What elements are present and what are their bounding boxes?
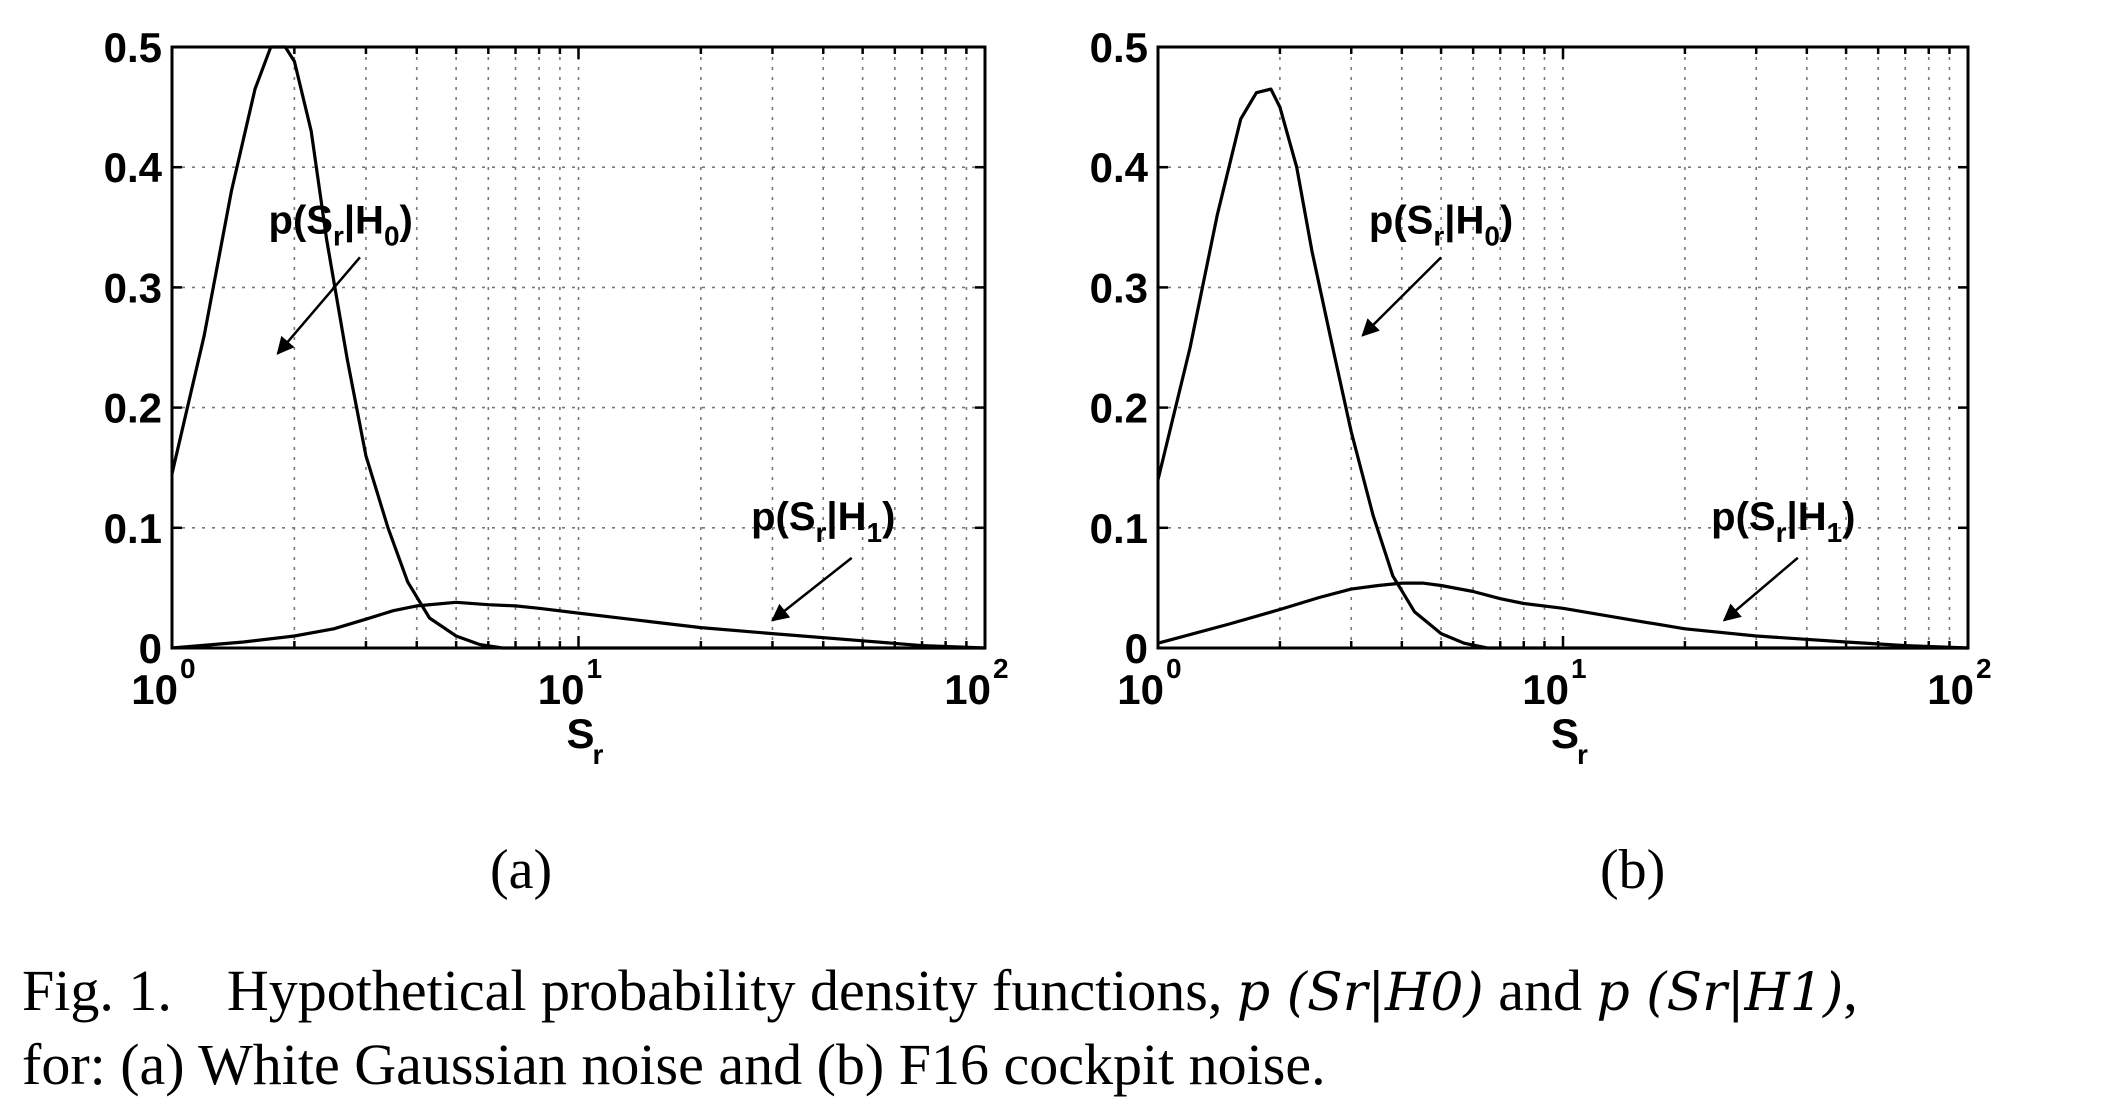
annotation-part: r (816, 517, 827, 548)
caption-fig-label: Fig. 1. (22, 958, 172, 1023)
annotation-h1: p(Sr|H1) (751, 495, 895, 622)
caption-punct: , (1843, 958, 1858, 1023)
annotation-part: p(S (1711, 495, 1775, 539)
annotation-part: |H (1444, 198, 1484, 242)
annotation-part: ) (1842, 495, 1855, 539)
annotation-part: |H (826, 495, 866, 539)
caption-line-1: Fig. 1. Hypothetical probability density … (22, 955, 2092, 1029)
y-tick-label: 0 (1125, 625, 1148, 672)
annotation-part: |H (1787, 495, 1827, 539)
series-line-h0 (1156, 87, 1968, 650)
x-tick-label: 10 0 (1117, 653, 1181, 713)
annotation-arrow (1361, 256, 1442, 337)
annotation-label: p(Sr|H0) (269, 198, 413, 251)
x-tick-label: 10 1 (1522, 653, 1586, 713)
caption-pdf-h1: p (Sr|H1) (1596, 963, 1844, 1023)
panel-label-a: (a) (490, 839, 553, 901)
y-tick-label: 0.2 (1090, 385, 1148, 432)
x-tick-base: 10 (1522, 666, 1569, 713)
x-tick-label: 10 2 (944, 653, 1008, 713)
x-tick-label: 10 0 (131, 653, 195, 713)
y-tick-label: 0.4 (104, 144, 163, 191)
annotation-arrow (276, 256, 361, 355)
x-tick-base: 10 (131, 666, 178, 713)
y-tick-label: 0.5 (1090, 24, 1148, 71)
chart-panel-a: 00.10.20.30.40.510 0 10 1 10 2Srp(Sr|H0)p(Sr|… (104, 24, 1009, 770)
x-axis-label-sub: r (1577, 739, 1588, 770)
caption-pdf-h0: p (Sr|H0) (1236, 963, 1484, 1023)
annotation-h0: p(Sr|H0) (269, 198, 413, 355)
annotation-part: ) (882, 495, 895, 539)
x-tick-label: 10 1 (538, 653, 602, 713)
annotation-label: p(Sr|H1) (751, 495, 895, 548)
x-tick-exponent: 2 (1976, 653, 1992, 684)
annotation-part: 0 (384, 220, 400, 251)
y-tick-label: 0.5 (104, 24, 162, 71)
annotation-part: 1 (1827, 517, 1843, 548)
y-tick-label: 0.3 (1090, 264, 1148, 311)
grid (1158, 47, 1968, 648)
annotation-arrow (1722, 556, 1799, 622)
x-tick-exponent: 1 (587, 653, 603, 684)
chart-panel-b: 00.10.20.30.40.510 0 10 1 10 2Srp(Sr|H0)p(Sr|… (1090, 24, 1992, 770)
caption-text: Hypothetical probability density functio… (226, 958, 1223, 1023)
x-axis-label: S (567, 710, 595, 757)
y-tick-label: 0.4 (1090, 144, 1149, 191)
series-line-h1 (171, 600, 986, 650)
x-tick-base: 10 (538, 666, 585, 713)
caption-line-2: for: (a) White Gaussian noise and (b) F1… (22, 1032, 1326, 1097)
y-tick-label: 0.1 (1090, 505, 1148, 552)
y-tick-label: 0 (139, 625, 162, 672)
panel-label-b: (b) (1600, 839, 1666, 901)
annotation-h0: p(Sr|H0) (1361, 198, 1513, 337)
annotation-part: 0 (1484, 220, 1500, 251)
series-line-h1 (1157, 581, 1969, 650)
x-axis-label-sub: r (593, 739, 604, 770)
y-tick-label: 0.1 (104, 505, 162, 552)
x-tick-base: 10 (944, 666, 991, 713)
annotation-part: ) (400, 198, 413, 242)
series-line-h0 (170, 45, 985, 650)
annotation-label: p(Sr|H0) (1369, 198, 1513, 251)
y-tick-label: 0.3 (104, 264, 162, 311)
x-tick-exponent: 2 (993, 653, 1009, 684)
annotation-label: p(Sr|H1) (1711, 495, 1855, 548)
annotation-part: r (1776, 517, 1787, 548)
x-tick-exponent: 0 (1166, 653, 1182, 684)
x-tick-label: 10 2 (1927, 653, 1991, 713)
annotation-arrow (771, 556, 853, 622)
x-axis-label: S (1551, 710, 1579, 757)
caption-connector: and (1498, 958, 1582, 1023)
annotation-part: p(S (269, 198, 333, 242)
figure-caption: Fig. 1. Hypothetical probability density … (22, 955, 2092, 1101)
annotation-part: p(S (751, 495, 815, 539)
annotation-part: r (1433, 220, 1444, 251)
annotation-part: ) (1500, 198, 1513, 242)
x-tick-base: 10 (1927, 666, 1974, 713)
annotation-part: 1 (866, 517, 882, 548)
annotation-h1: p(Sr|H1) (1711, 495, 1856, 622)
y-tick-label: 0.2 (104, 385, 162, 432)
x-tick-exponent: 0 (180, 653, 196, 684)
annotation-part: r (333, 220, 344, 251)
x-tick-exponent: 1 (1571, 653, 1587, 684)
grid (172, 47, 985, 648)
annotation-part: p(S (1369, 198, 1433, 242)
x-tick-base: 10 (1117, 666, 1164, 713)
annotation-part: |H (344, 198, 384, 242)
